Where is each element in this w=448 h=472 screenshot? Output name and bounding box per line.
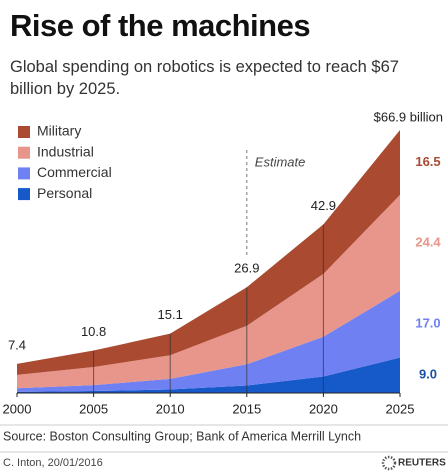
segment-label: 17.0 xyxy=(415,316,440,331)
area xyxy=(17,194,400,389)
x-tick-label: 2010 xyxy=(156,401,185,416)
legend-label: Personal xyxy=(37,185,92,201)
total-label: 10.8 xyxy=(81,324,106,339)
legend-label: Military xyxy=(37,123,81,139)
x-tick-label: 2000 xyxy=(3,401,32,416)
x-tick-label: 2025 xyxy=(386,401,415,416)
chart-title: Rise of the machines xyxy=(10,8,311,43)
legend-label: Industrial xyxy=(37,143,94,159)
segment-label: 24.4 xyxy=(415,234,441,249)
total-label: $66.9 billion xyxy=(374,109,443,124)
logo-mark xyxy=(381,455,397,471)
x-tick-label: 2020 xyxy=(309,401,338,416)
area xyxy=(17,290,400,392)
annotation: Estimate xyxy=(255,154,306,169)
chart-subtitle: Global spending on robotics is expected … xyxy=(10,58,399,98)
x-tick-label: 2005 xyxy=(79,401,108,416)
x-tick-label: 2015 xyxy=(232,401,261,416)
legend-swatch xyxy=(18,146,30,159)
legend-swatch xyxy=(18,126,30,138)
legend-swatch xyxy=(18,188,30,201)
total-label: 7.4 xyxy=(8,337,26,352)
legend-swatch xyxy=(18,167,30,180)
segment-label: 16.5 xyxy=(415,154,440,169)
credit: C. Inton, 20/01/2016 xyxy=(3,457,103,469)
source: Source: Boston Consulting Group; Bank of… xyxy=(3,429,361,443)
segment-label: 9.0 xyxy=(419,367,437,382)
area xyxy=(17,357,400,393)
total-label: 15.1 xyxy=(158,307,183,322)
legend-label: Commercial xyxy=(37,164,112,180)
logo: REUTERS xyxy=(398,458,446,469)
total-label: 42.9 xyxy=(311,198,336,213)
total-label: 26.9 xyxy=(234,261,259,276)
